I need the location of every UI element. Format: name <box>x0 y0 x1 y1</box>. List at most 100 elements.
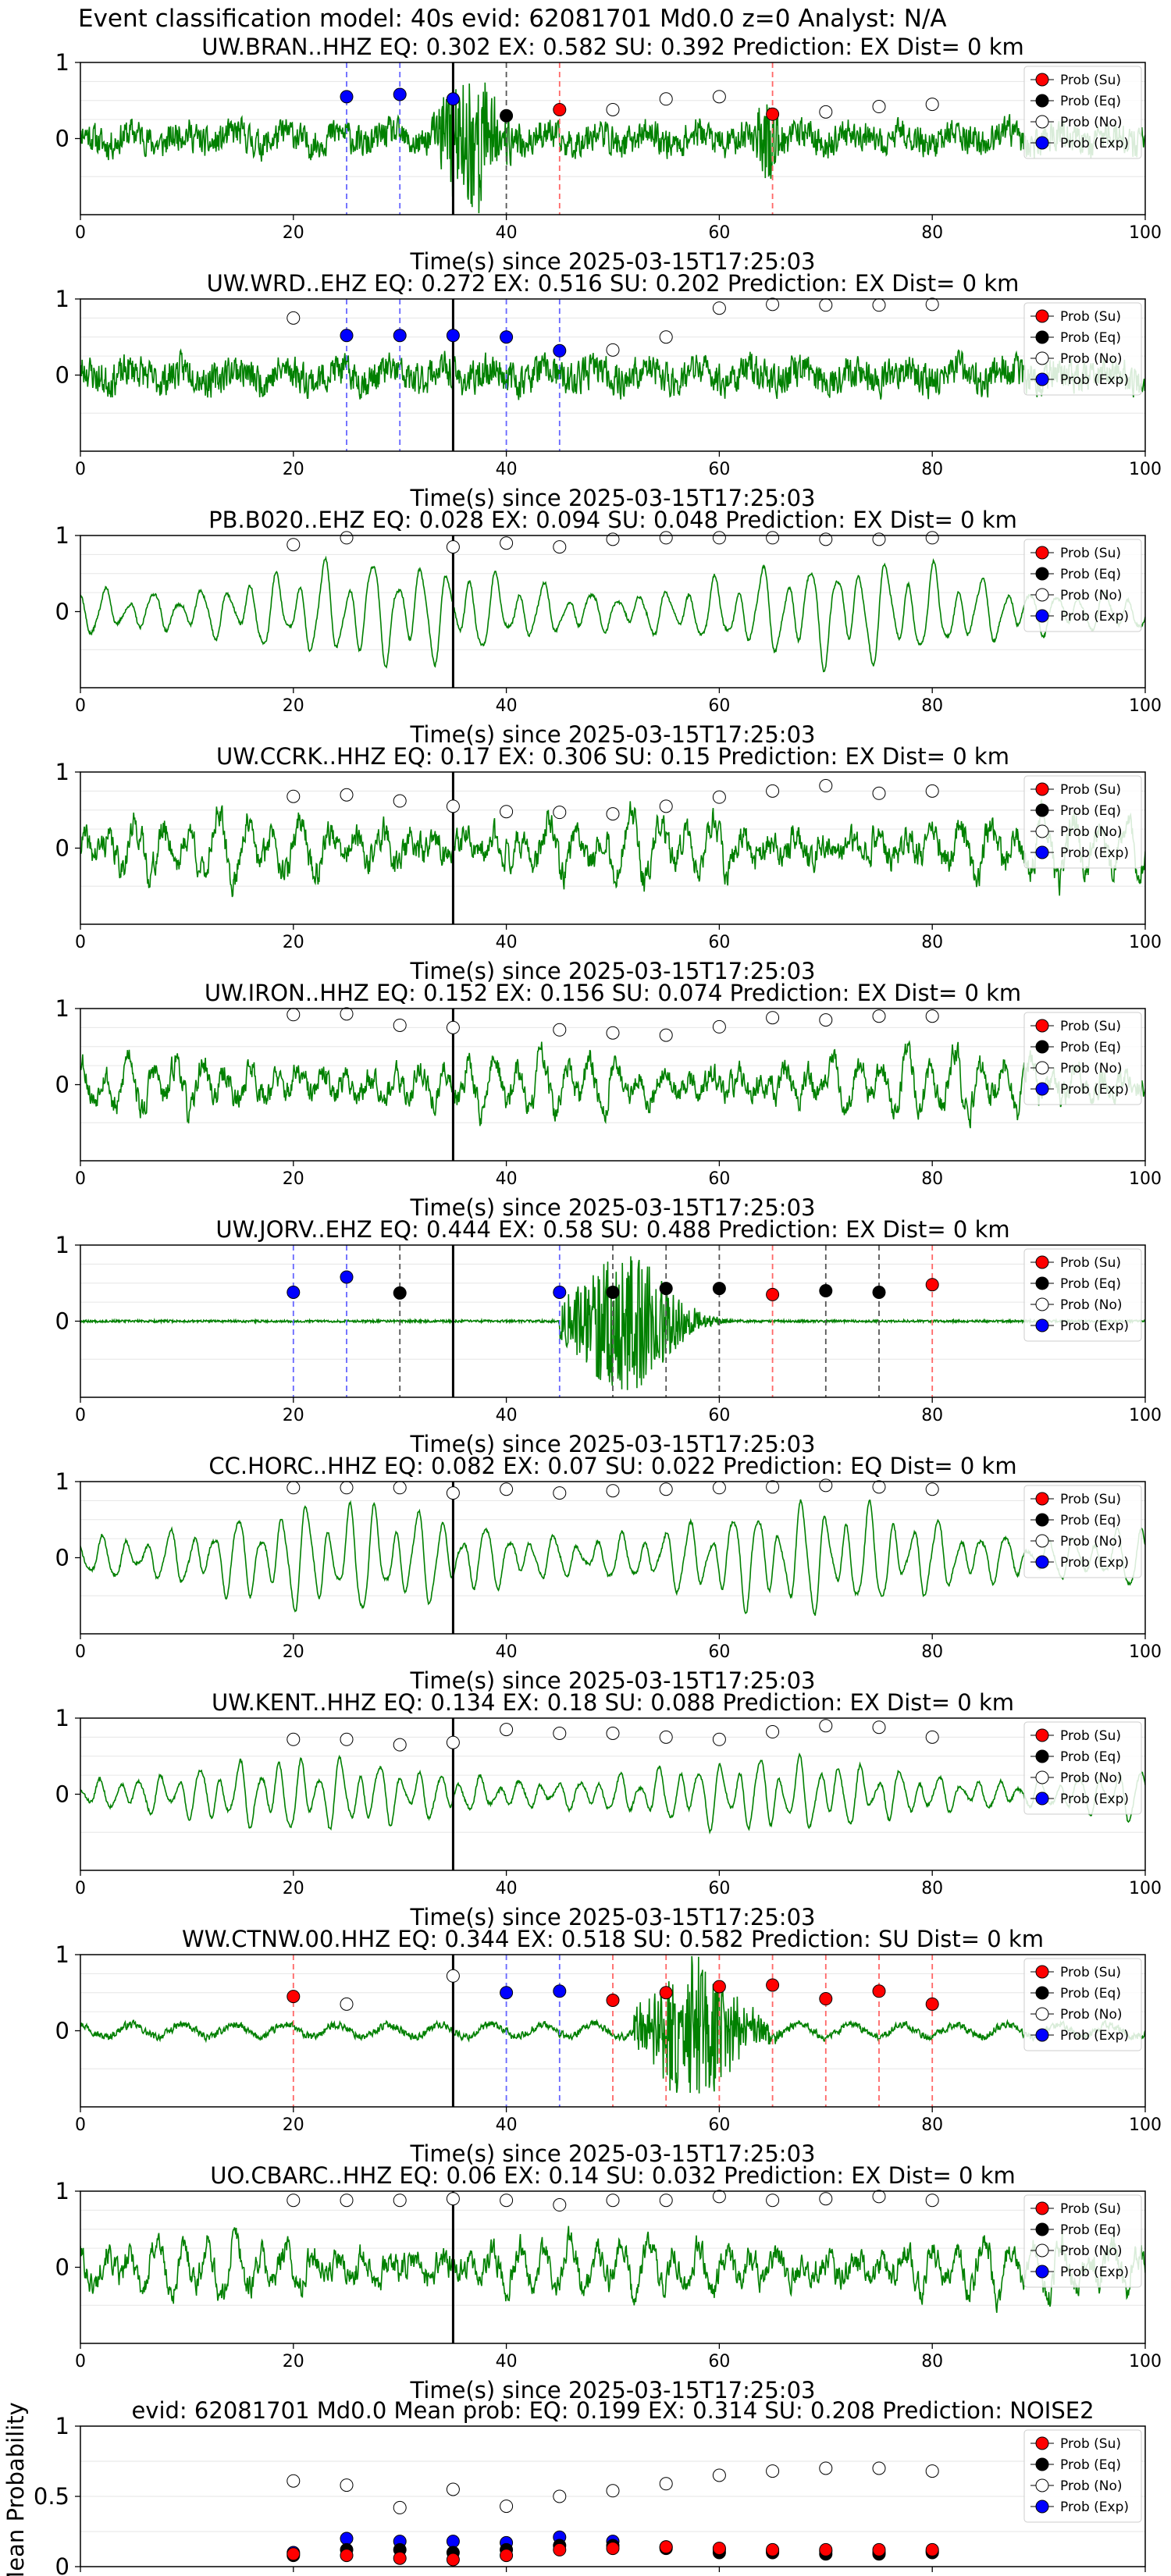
x-tick-label: 60 <box>708 2115 730 2135</box>
x-tick-label: 20 <box>283 1406 304 1425</box>
legend-marker-eq <box>1035 567 1049 581</box>
x-tick-label: 80 <box>921 2115 943 2135</box>
x-tick-label: 20 <box>283 2115 304 2135</box>
panel-title-2: PB.B020..EHZ EQ: 0.028 EX: 0.094 SU: 0.0… <box>208 507 1017 533</box>
prob-marker-no <box>872 532 886 546</box>
legend-box <box>1023 1485 1142 1578</box>
y-tick-label: 0 <box>55 1545 69 1571</box>
x-tick-label: 20 <box>283 933 304 952</box>
x-axis-label: Time(s) since 2025-03-15T17:25:03 <box>410 2140 816 2167</box>
mean-marker-su <box>393 2551 407 2565</box>
legend-box <box>1023 1012 1142 1105</box>
prob-marker-no <box>659 1730 673 1744</box>
legend-label-eq: Prob (Eq) <box>1060 2457 1121 2473</box>
legend-marker-exp <box>1035 609 1049 623</box>
prob-marker-no <box>872 1480 886 1494</box>
panel-title-8: WW.CTNW.00.HHZ EQ: 0.344 EX: 0.518 SU: 0… <box>182 1926 1044 1952</box>
prob-marker-no <box>925 297 939 311</box>
legend-marker-exp <box>1035 1082 1049 1096</box>
legend-marker-eq <box>1035 1040 1049 1054</box>
prob-marker-no <box>766 1011 780 1025</box>
legend-label-su: Prob (Su) <box>1060 73 1121 88</box>
prob-marker-eq <box>712 1282 726 1296</box>
x-axis-label: Time(s) since 2025-03-15T17:25:03 <box>410 1904 816 1930</box>
plot-area <box>80 772 1145 924</box>
x-axis-label: Time(s) since 2025-03-15T17:25:03 <box>410 248 816 275</box>
legend-label-su: Prob (Su) <box>1060 309 1121 325</box>
axes-frame <box>80 2190 1146 2344</box>
legend-label-exp: Prob (Exp) <box>1060 1791 1129 1807</box>
prob-marker-no <box>287 311 301 325</box>
prob-marker-no <box>712 1481 726 1495</box>
legend-marker-su <box>1035 1965 1049 1979</box>
x-tick-label: 40 <box>496 1169 518 1189</box>
prob-marker-no <box>766 531 780 545</box>
x-tick-label: 40 <box>496 460 518 479</box>
mean-marker-no <box>393 2500 407 2514</box>
plot-area <box>80 62 1145 215</box>
x-tick-label: 0 <box>75 223 86 243</box>
legend-label-eq: Prob (Eq) <box>1060 1749 1121 1765</box>
legend-label-su: Prob (Su) <box>1060 2436 1121 2452</box>
x-tick-label: 20 <box>283 1879 304 1898</box>
x-tick-label: 40 <box>496 1406 518 1425</box>
legend-label-eq: Prob (Eq) <box>1060 803 1121 819</box>
prob-marker-no <box>712 790 726 804</box>
prob-marker-exp <box>340 329 354 343</box>
legend-label-eq: Prob (Eq) <box>1060 1986 1121 2001</box>
prob-marker-no <box>606 1484 620 1498</box>
legend-label-eq: Prob (Eq) <box>1060 2222 1121 2238</box>
x-tick-label: 100 <box>1129 2352 1162 2371</box>
legend-label-eq: Prob (Eq) <box>1060 567 1121 582</box>
prob-marker-no <box>500 536 514 550</box>
y-tick-label: 1 <box>55 286 69 312</box>
prob-marker-no <box>393 794 407 808</box>
mean-marker-no <box>287 2474 301 2488</box>
panel-1: UW.WRD..EHZ EQ: 0.272 EX: 0.516 SU: 0.20… <box>55 270 1162 511</box>
panel-7: UW.KENT..HHZ EQ: 0.134 EX: 0.18 SU: 0.08… <box>55 1689 1162 1930</box>
y-tick-label: 0 <box>55 362 69 389</box>
legend-box <box>1023 539 1142 632</box>
legend-label-exp: Prob (Exp) <box>1060 2028 1129 2044</box>
y-tick-label: 1 <box>55 1705 69 1731</box>
prob-marker-su <box>659 1986 673 2000</box>
prob-marker-no <box>500 1482 514 1496</box>
prob-marker-eq <box>659 1282 673 1296</box>
plot-area <box>80 2191 1145 2343</box>
x-tick-label: 0 <box>75 1169 86 1189</box>
prob-marker-no <box>287 2194 301 2208</box>
legend-marker-exp <box>1035 372 1049 386</box>
panel-3: UW.CCRK..HHZ EQ: 0.17 EX: 0.306 SU: 0.15… <box>55 743 1162 984</box>
legend-label-exp: Prob (Exp) <box>1060 1555 1129 1571</box>
legend-marker-eq <box>1035 1749 1049 1763</box>
prob-marker-exp <box>500 330 514 344</box>
prob-marker-su <box>712 1980 726 1994</box>
prob-marker-no <box>340 1481 354 1495</box>
panel-title-3: UW.CCRK..HHZ EQ: 0.17 EX: 0.306 SU: 0.15… <box>216 743 1009 770</box>
prob-marker-su <box>766 1978 780 1992</box>
waveform-line <box>80 798 1145 898</box>
prob-marker-exp <box>446 329 460 343</box>
x-tick-label: 80 <box>921 1642 943 1662</box>
prob-marker-exp <box>393 329 407 343</box>
y-tick-label: 1 <box>55 1941 69 1968</box>
legend-label-no: Prob (No) <box>1060 1297 1123 1313</box>
panel-10: evid: 62081701 Md0.0 Mean prob: EQ: 0.19… <box>2 2397 1162 2576</box>
waveform-line <box>80 1040 1145 1129</box>
legend-marker-no <box>1035 1770 1049 1784</box>
x-tick-label: 100 <box>1129 1642 1162 1662</box>
prob-marker-no <box>340 1007 354 1021</box>
x-tick-label: 20 <box>283 2352 304 2371</box>
x-axis-label: Time(s) since 2025-03-15T17:25:03 <box>410 2377 816 2403</box>
y-tick-label: 0 <box>55 599 69 625</box>
panel-4: UW.IRON..HHZ EQ: 0.152 EX: 0.156 SU: 0.0… <box>55 980 1162 1221</box>
waveform-line <box>80 82 1145 214</box>
legend-marker-su <box>1035 1019 1049 1033</box>
prob-marker-no <box>925 2194 939 2208</box>
x-axis-label: Time(s) since 2025-03-15T17:25:03 <box>410 1194 816 1221</box>
plot-area <box>80 1245 1145 1397</box>
mean-marker-su <box>925 2542 939 2556</box>
prob-marker-no <box>819 105 833 119</box>
y-tick-label: 0 <box>55 1308 69 1335</box>
legend-label-no: Prob (No) <box>1060 1770 1123 1786</box>
